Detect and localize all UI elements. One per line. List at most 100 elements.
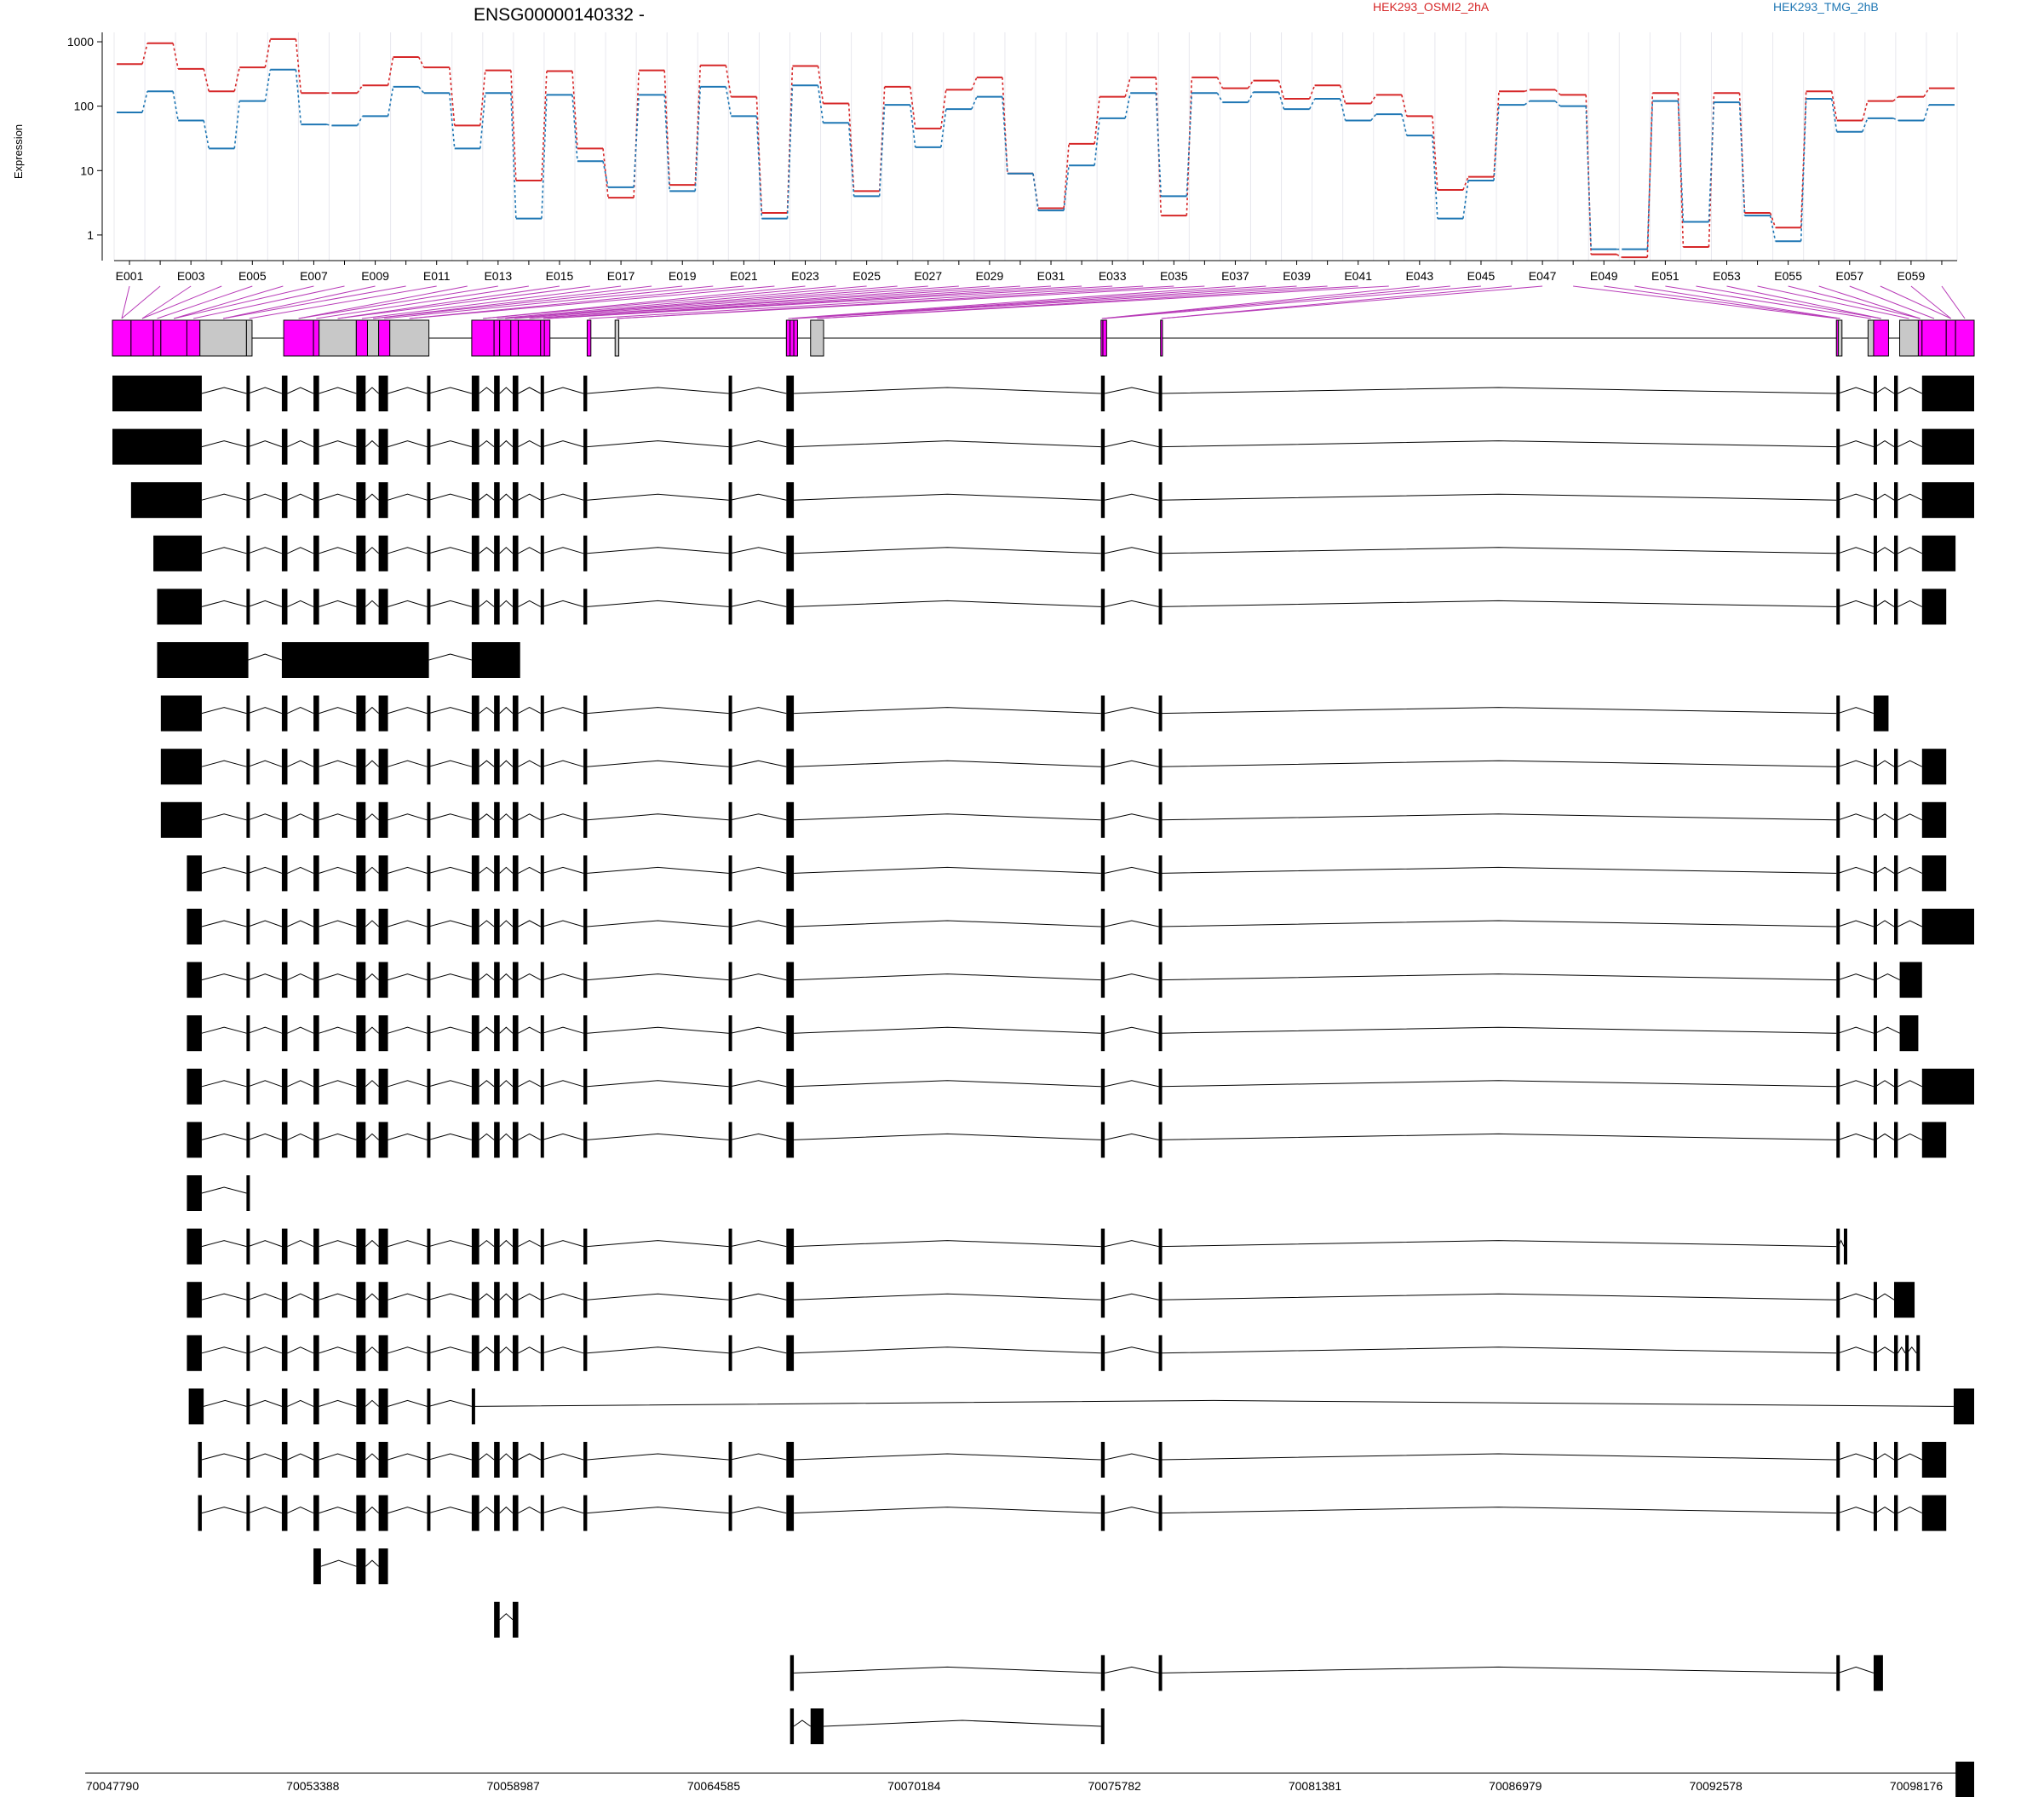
transcript-exon xyxy=(378,1495,388,1531)
transcript-exon xyxy=(583,535,588,571)
transcript-exon xyxy=(427,376,431,411)
transcript-exon xyxy=(1836,801,1840,838)
exon-connector xyxy=(409,285,775,319)
intron-line xyxy=(365,706,379,714)
series-step xyxy=(1892,96,1899,102)
intron-line xyxy=(365,866,379,874)
collapsed-exon xyxy=(112,319,132,357)
transcript-exon xyxy=(1100,1442,1105,1478)
intron-line xyxy=(428,920,473,927)
transcript-exon xyxy=(1836,376,1840,411)
intron-line xyxy=(365,1346,379,1354)
transcript-exon xyxy=(1873,588,1877,625)
intron-line xyxy=(479,1506,495,1513)
intron-line xyxy=(319,1293,357,1300)
transcript-exon xyxy=(540,428,544,465)
transcript-exon xyxy=(1836,1282,1840,1318)
intron-line xyxy=(1875,973,1900,981)
intron-line xyxy=(542,600,584,607)
transcript-exon xyxy=(540,962,544,998)
x-tick-label: E033 xyxy=(1099,269,1127,283)
intron-line xyxy=(287,1080,314,1088)
x-tick-label: E043 xyxy=(1405,269,1433,283)
intron-line xyxy=(1105,1666,1159,1674)
intron-line xyxy=(1838,1346,1875,1354)
intron-line xyxy=(518,760,542,767)
intron-line xyxy=(1105,813,1159,821)
exon-connector xyxy=(249,285,437,319)
transcript-exon xyxy=(583,1442,588,1478)
intron-line xyxy=(201,600,247,607)
transcript-exon xyxy=(786,1122,795,1158)
intron-line xyxy=(388,387,428,394)
series-step xyxy=(1585,106,1592,250)
exon-connector xyxy=(141,285,222,319)
intron-line xyxy=(365,973,379,980)
intron-line xyxy=(499,1453,514,1461)
intron-line xyxy=(248,1026,283,1034)
transcript-exon xyxy=(512,482,519,519)
genomic-tick-label: 70086979 xyxy=(1489,1779,1542,1793)
transcript-exon xyxy=(1873,1655,1883,1691)
intron-line xyxy=(730,866,787,874)
transcript-exon xyxy=(378,1122,388,1158)
transcript-exon xyxy=(786,962,795,998)
exon-connector xyxy=(795,285,1328,319)
transcript-exon xyxy=(540,1122,544,1158)
exon-connector xyxy=(547,285,1113,319)
transcript-model xyxy=(157,642,520,678)
intron-line xyxy=(479,439,495,447)
transcript-exon xyxy=(540,855,544,892)
intron-line xyxy=(428,600,473,607)
intron-line xyxy=(365,1026,379,1034)
transcript-exon xyxy=(356,1282,366,1318)
transcript-exon xyxy=(356,1495,366,1531)
transcript-exon xyxy=(512,1601,519,1638)
transcript-exon xyxy=(1158,1228,1163,1265)
intron-line xyxy=(287,920,314,927)
transcript-exon xyxy=(427,962,431,998)
intron-line xyxy=(201,493,247,501)
transcript-exon xyxy=(728,1122,732,1158)
transcript-exon xyxy=(1100,1068,1105,1105)
collapsed-exon xyxy=(283,319,314,357)
intron-line xyxy=(248,387,283,394)
exon-connector xyxy=(222,285,376,319)
transcript-exon xyxy=(786,1335,795,1371)
intron-line xyxy=(499,1293,514,1300)
intron-line xyxy=(794,1453,1101,1461)
intron-line xyxy=(1160,973,1837,981)
x-tick-label: E035 xyxy=(1160,269,1188,283)
intron-line xyxy=(824,1719,1101,1727)
transcript-exon xyxy=(281,1228,288,1265)
transcript-exon xyxy=(1836,695,1840,732)
x-tick-label: E059 xyxy=(1898,269,1926,283)
transcript-model xyxy=(187,962,1922,998)
transcript-exon xyxy=(1916,1335,1921,1371)
intron-line xyxy=(1875,760,1895,767)
intron-line xyxy=(587,760,729,767)
intron-line xyxy=(201,387,247,394)
series-step xyxy=(663,95,670,192)
legend-label-osmi2: HEK293_OSMI2_2hA xyxy=(1373,0,1490,14)
intron-line xyxy=(1105,866,1159,874)
transcript-exon xyxy=(494,1495,500,1531)
transcript-exon xyxy=(494,855,500,892)
transcript-exon xyxy=(157,588,202,625)
intron-line xyxy=(474,1399,1954,1407)
transcript-exon xyxy=(1873,855,1877,892)
intron-line xyxy=(201,1026,247,1034)
intron-line xyxy=(248,1453,283,1461)
transcript-exon xyxy=(281,909,288,944)
intron-line xyxy=(479,706,495,714)
intron-line xyxy=(1898,866,1923,874)
transcript-exon xyxy=(583,855,588,892)
series-step xyxy=(1339,98,1346,121)
intron-line xyxy=(1898,1507,1923,1514)
x-tick-label: E005 xyxy=(238,269,267,283)
transcript-model xyxy=(187,1228,1847,1265)
transcript-exon xyxy=(427,535,431,571)
x-tick-label: E053 xyxy=(1713,269,1741,283)
transcript-model xyxy=(313,1548,388,1585)
transcript-exon xyxy=(1873,801,1877,838)
